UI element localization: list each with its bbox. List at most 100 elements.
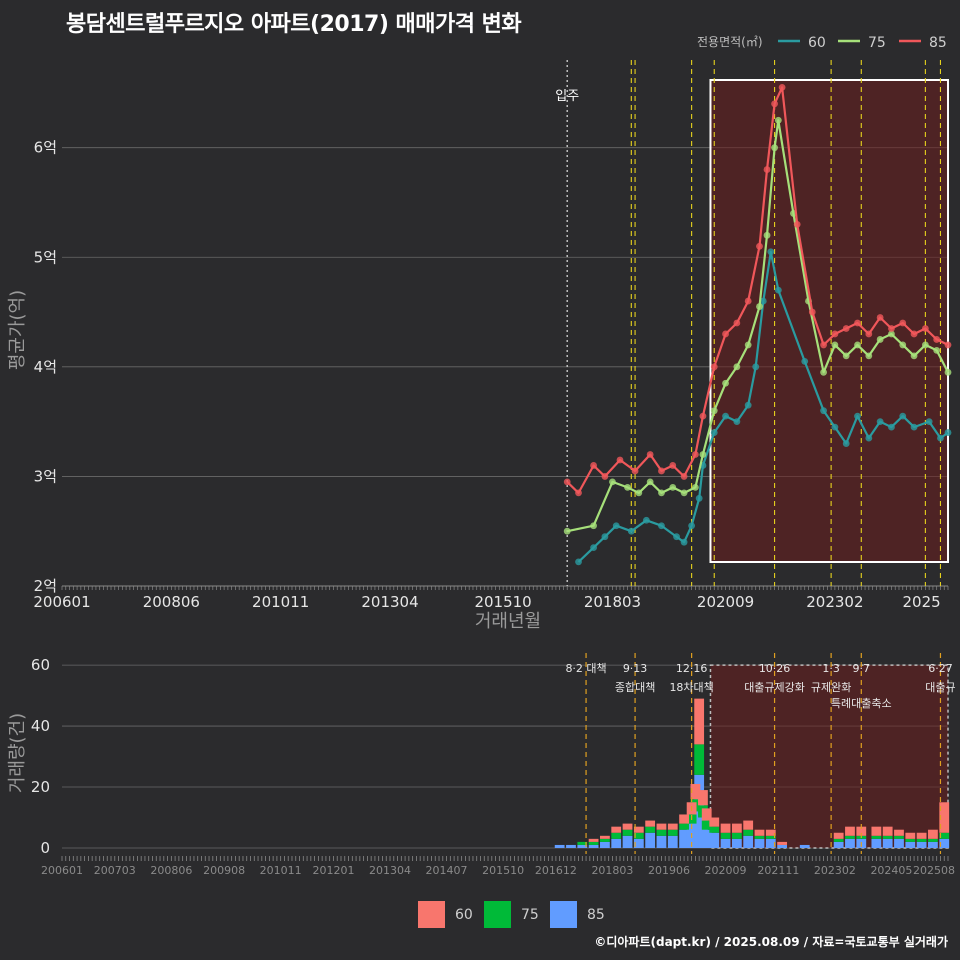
bar-segment-75 <box>588 841 599 845</box>
series-point-85 <box>888 325 895 332</box>
series-point-75 <box>756 303 763 310</box>
series-point-85 <box>910 330 918 338</box>
series-point-85 <box>646 451 654 458</box>
bottom-bars <box>554 698 950 848</box>
bottom-x-tick: 201407 <box>426 864 468 877</box>
bar-segment-85 <box>701 829 712 848</box>
series-point-60 <box>680 538 688 546</box>
bar-segment-75 <box>833 838 844 842</box>
bar-segment-85 <box>882 838 893 848</box>
series-point-85 <box>756 242 763 250</box>
bar-segment-75 <box>645 826 656 833</box>
bottom-legend-swatch-85 <box>550 901 577 928</box>
series-point-85 <box>778 83 786 91</box>
series-point-75 <box>820 368 827 376</box>
bottom-x-tick: 201612 <box>535 864 577 877</box>
bottom-legend-label-85: 85 <box>587 907 605 923</box>
series-point-60 <box>842 440 850 447</box>
bar-segment-60 <box>845 826 855 836</box>
bar-segment-60 <box>833 832 844 839</box>
top-legend-label-75: 75 <box>868 35 886 51</box>
series-point-60 <box>673 533 680 541</box>
series-point-60 <box>831 423 839 431</box>
bottom-x-tick: 201011 <box>260 864 302 877</box>
series-point-85 <box>563 478 571 486</box>
bar-segment-60 <box>633 826 644 833</box>
series-point-85 <box>865 330 873 338</box>
series-point-85 <box>793 220 801 228</box>
bar-segment-75 <box>845 835 855 839</box>
top-event-lines <box>630 60 942 586</box>
top-series <box>563 83 952 566</box>
bar-segment-85 <box>622 835 633 848</box>
event-label: 1·3 <box>822 662 840 675</box>
series-point-85 <box>699 412 707 420</box>
series-point-75 <box>888 330 895 338</box>
event-sublabel: 규제완화 <box>811 681 851 694</box>
series-point-60 <box>910 423 918 431</box>
bar-segment-75 <box>679 823 689 830</box>
series-point-60 <box>710 429 718 436</box>
bar-segment-85 <box>577 844 588 848</box>
bar-segment-85 <box>905 841 916 848</box>
event-sublabel: 특례대출축소 <box>831 697 892 710</box>
footer-credit: ©디아파트(dapt.kr) / 2025.08.09 / 자료=국토교통부 실… <box>594 935 948 949</box>
bar-segment-75 <box>720 832 731 839</box>
bar-segment-60 <box>939 802 950 833</box>
series-point-75 <box>921 341 929 349</box>
series-point-60 <box>888 423 895 431</box>
bar-segment-60 <box>856 826 867 836</box>
bar-segment-75 <box>743 829 754 836</box>
bar-segment-75 <box>656 829 667 836</box>
series-point-60 <box>658 522 665 530</box>
series-point-75 <box>624 483 631 491</box>
bar-segment-85 <box>754 838 765 848</box>
series-point-60 <box>627 527 635 535</box>
series-point-75 <box>774 116 782 124</box>
series-point-85 <box>710 363 718 371</box>
bar-segment-75 <box>905 838 916 842</box>
series-point-60 <box>865 434 873 442</box>
bottom-y-tick: 0 <box>40 839 50 857</box>
bar-segment-85 <box>799 844 810 848</box>
series-point-85 <box>575 489 582 497</box>
bar-segment-85 <box>833 841 844 848</box>
bottom-legend-label-75: 75 <box>521 907 539 923</box>
top-x-tick-labels: 200601 200806 201011 201304 201510 201803 2020… <box>33 593 940 611</box>
bottom-x-tick: 202405 <box>870 864 912 877</box>
bottom-x-tick: 202508 <box>913 864 955 877</box>
top-legend: 전용면적(㎡) 60 75 85 <box>697 35 947 51</box>
bar-segment-60 <box>611 826 622 833</box>
bar-segment-85 <box>566 844 576 848</box>
bottom-y-axis-title: 거래량(건) <box>7 713 28 793</box>
series-point-85 <box>680 473 688 480</box>
bar-segment-85 <box>667 835 678 848</box>
bottom-y-tick-labels: 0 20 40 60 <box>31 656 50 857</box>
series-point-60 <box>744 401 752 409</box>
top-legend-label-85: 85 <box>929 35 947 51</box>
bottom-x-tick: 200908 <box>203 864 245 877</box>
bar-segment-75 <box>928 838 938 842</box>
top-y-tick: 5억 <box>34 248 57 266</box>
move-in-label: 입주 <box>555 89 579 104</box>
bar-segment-60 <box>743 820 754 830</box>
bottom-x-tick: 202111 <box>757 864 799 877</box>
bar-segment-60 <box>709 817 720 827</box>
series-point-85 <box>616 456 624 464</box>
bar-segment-60 <box>777 841 788 845</box>
bar-segment-75 <box>939 832 950 839</box>
bottom-x-tick: 202009 <box>705 864 747 877</box>
series-point-60 <box>601 533 609 541</box>
bar-segment-75 <box>754 835 765 839</box>
series-point-60 <box>752 363 760 371</box>
bottom-legend: 60 75 85 <box>418 901 605 928</box>
bottom-x-tick: 200806 <box>150 864 192 877</box>
bar-segment-85 <box>600 841 610 848</box>
series-point-60 <box>774 286 782 294</box>
bar-segment-60 <box>679 814 689 824</box>
bottom-x-tick: 201304 <box>369 864 411 877</box>
bottom-x-tick: 200601 <box>41 864 83 877</box>
top-x-tick: 201510 <box>474 593 531 611</box>
series-point-60 <box>575 558 582 566</box>
